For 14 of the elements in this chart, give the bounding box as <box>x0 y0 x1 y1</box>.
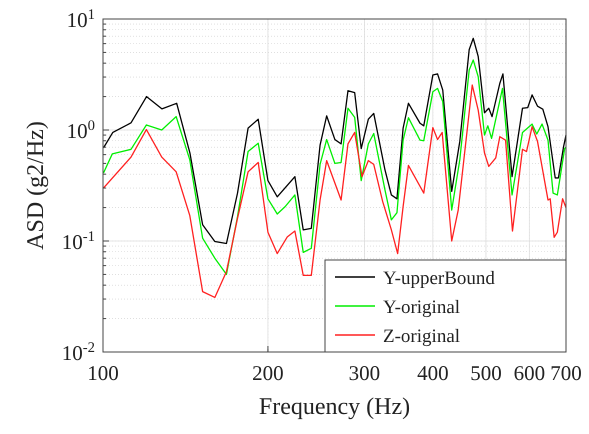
x-tick-label: 300 <box>348 361 380 385</box>
x-tick-label: 500 <box>470 361 502 385</box>
x-tick-label: 200 <box>252 361 284 385</box>
y-axis-title: ASD (g2/Hz) <box>23 121 49 250</box>
x-axis-title: Frequency (Hz) <box>258 394 410 420</box>
y-tick-label: 10$^{0}$ <box>66 118 95 143</box>
y-tick-label: 10$^{-1}$ <box>62 229 95 254</box>
y-tick-label: 10$^{1}$ <box>66 7 95 32</box>
legend-label: Y-original <box>383 297 460 318</box>
x-tick-label: 600 <box>514 361 546 385</box>
x-tick-label: 400 <box>417 361 449 385</box>
legend-label: Y-upperBound <box>383 268 496 289</box>
x-tick-label: 700 <box>550 361 582 385</box>
legend-label: Z-original <box>383 326 460 347</box>
